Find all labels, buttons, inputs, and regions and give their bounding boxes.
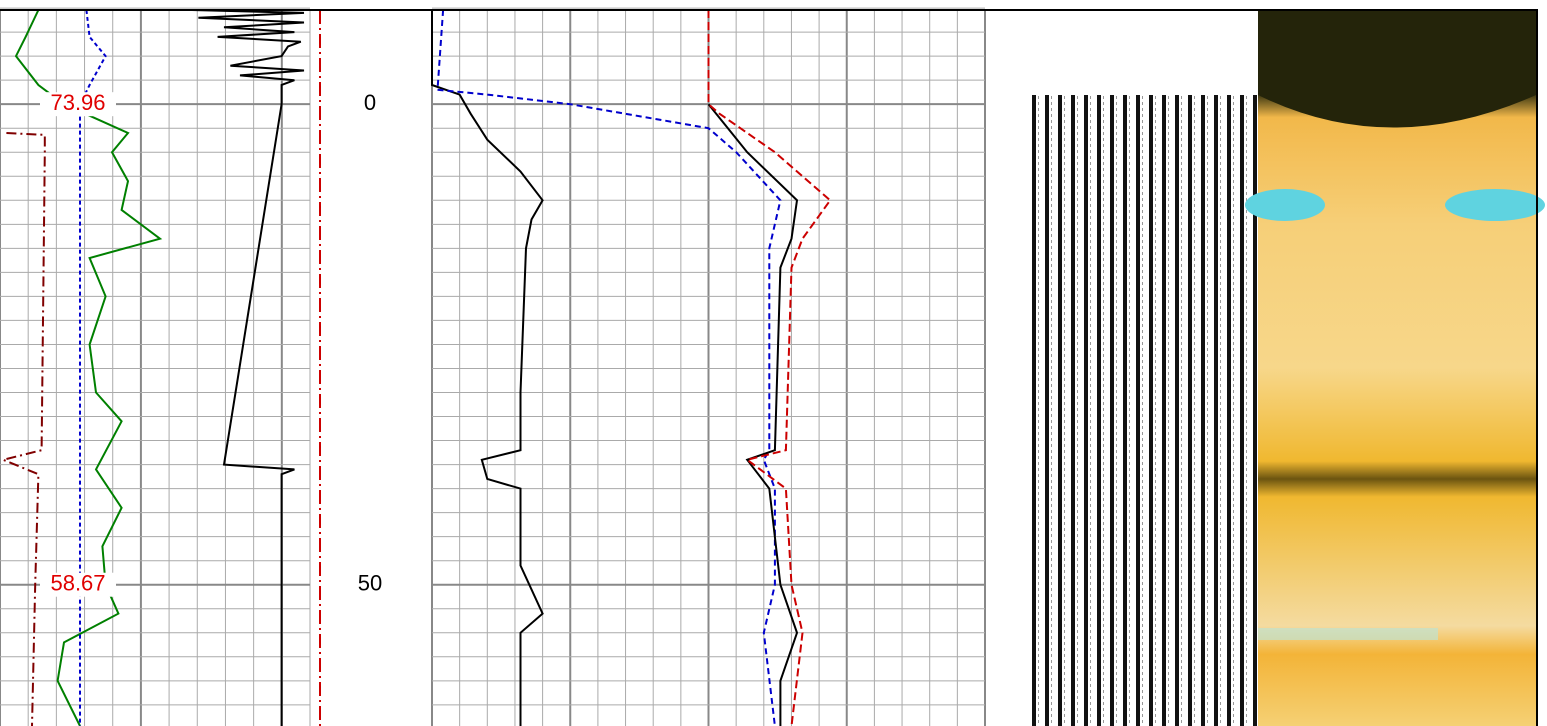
grid [0, 7, 986, 726]
image-band [1258, 10, 1536, 128]
plot: 0 50 73.96 58.67 [0, 9, 832, 726]
log-curve [707, 103, 799, 726]
log-curve [0, 132, 46, 726]
y-tick-label: 50 [358, 571, 382, 596]
image-band [1245, 189, 1325, 221]
annotation: 73.96 [50, 90, 105, 115]
waveform-image [1030, 95, 1258, 726]
log-curve [79, 9, 107, 726]
annotation: 58.67 [50, 571, 105, 596]
log-curve [431, 10, 544, 726]
image-band [1258, 628, 1438, 640]
log-curve [436, 9, 782, 726]
annotation-bg [40, 92, 116, 117]
annotation-bg [40, 572, 116, 597]
image-band [1445, 189, 1545, 221]
frame [0, 9, 1538, 726]
log-curve [191, 9, 305, 726]
y-tick-label: 0 [364, 90, 376, 115]
color-image [1258, 10, 1536, 726]
log-curve [707, 10, 832, 726]
